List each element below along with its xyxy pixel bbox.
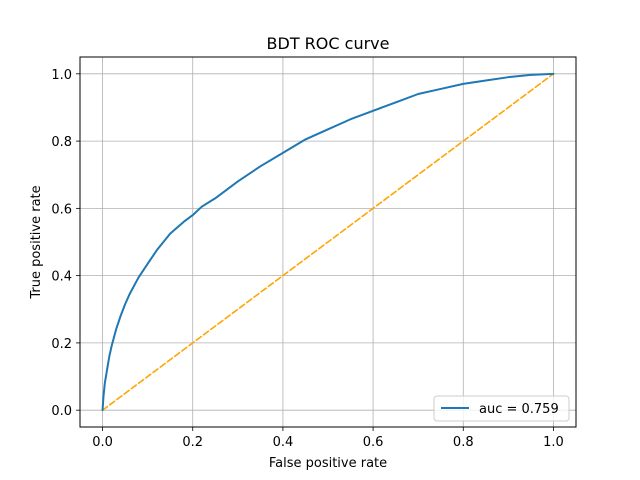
x-tick-label: 0.6 — [363, 435, 384, 450]
x-tick-label: 0.4 — [273, 435, 294, 450]
legend-label: auc = 0.759 — [479, 402, 559, 417]
chart-title: BDT ROC curve — [267, 34, 390, 53]
x-tick-label: 0.2 — [182, 435, 203, 450]
y-tick-label: 0.6 — [51, 202, 72, 217]
legend: auc = 0.759 — [433, 395, 570, 422]
y-tick-label: 0.2 — [51, 337, 72, 352]
x-tick-label: 1.0 — [543, 435, 564, 450]
y-tick-label: 1.0 — [51, 68, 72, 83]
plot-frame — [79, 56, 577, 428]
diagonal-reference-line — [101, 73, 555, 411]
y-tick-label: 0.0 — [51, 404, 72, 419]
x-tick-label: 0.0 — [92, 435, 113, 450]
legend-box — [433, 395, 570, 422]
x-tick-label: 0.8 — [453, 435, 474, 450]
y-tick-label: 0.4 — [51, 270, 72, 285]
grid-lines — [80, 57, 576, 427]
axis-ticks: 0.0 0.2 0.4 0.6 0.8 1.0 0.0 0.2 0.4 0.6 0.8 1.0 — [51, 68, 563, 450]
x-axis-label: False positive rate — [269, 456, 387, 471]
roc-curve-line — [101, 72, 555, 412]
y-axis-label: True positive rate — [29, 185, 44, 299]
y-tick-label: 0.8 — [51, 135, 72, 150]
series-layer — [101, 72, 555, 412]
